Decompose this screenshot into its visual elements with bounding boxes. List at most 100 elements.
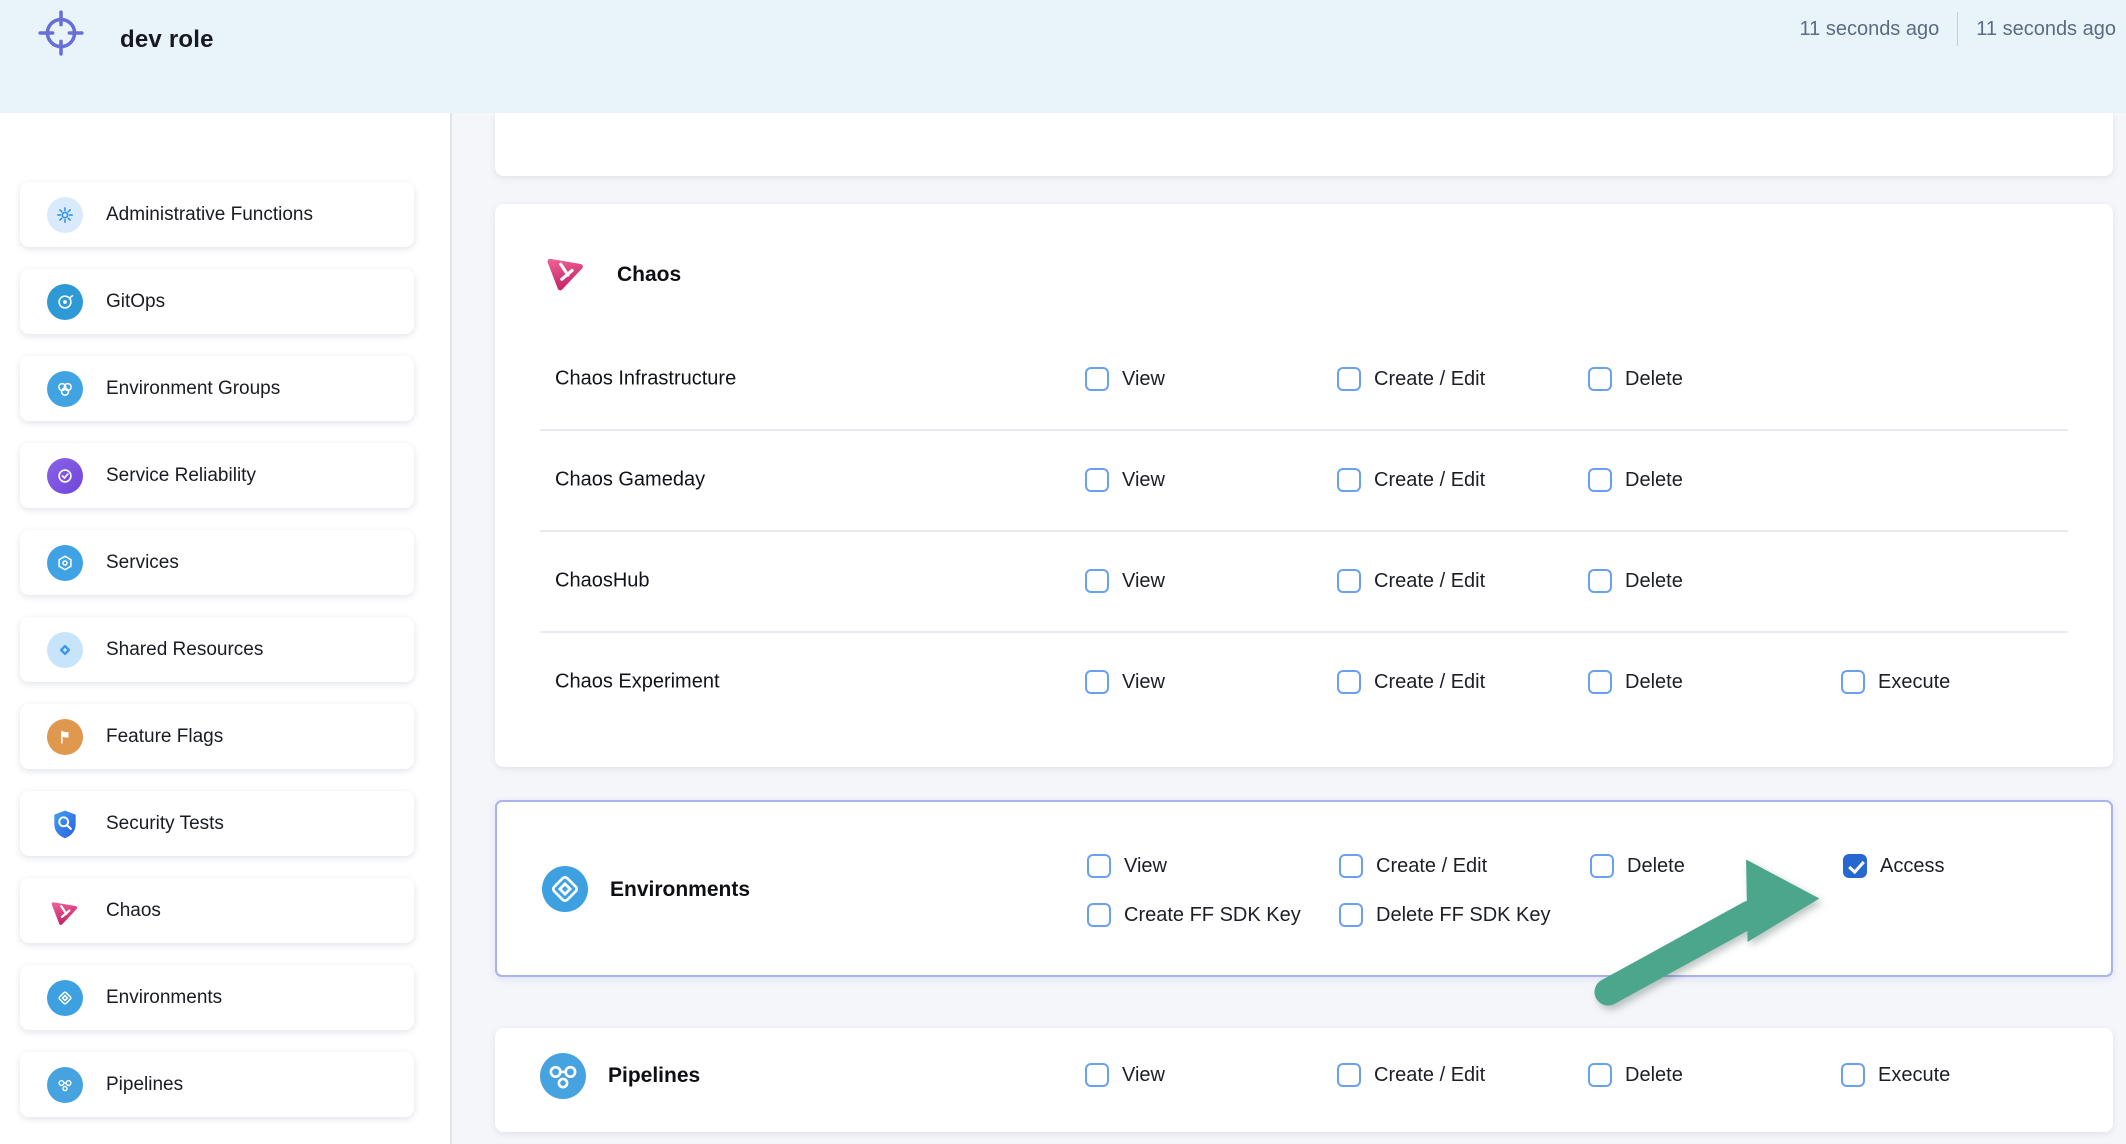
- timestamp-created: 11 seconds ago: [1976, 17, 2116, 40]
- pipelines-icon: [540, 1053, 586, 1099]
- sidebar-item-administrative-functions[interactable]: Administrative Functions: [20, 182, 414, 247]
- perm-create-edit[interactable]: Create / Edit: [1337, 1063, 1485, 1087]
- perm-delete[interactable]: Delete: [1588, 670, 1683, 694]
- sidebar-item-label: Administrative Functions: [106, 203, 313, 225]
- checkbox[interactable]: [1337, 367, 1361, 391]
- sidebar-item-feature-flags[interactable]: Feature Flags: [20, 704, 414, 769]
- sidebar-item-shared-resources[interactable]: Shared Resources: [20, 617, 414, 682]
- previous-section-card: [495, 113, 2113, 176]
- permissions-panel: Chaos Chaos Infrastructure View Create /…: [452, 113, 2126, 1144]
- row-divider: [540, 530, 2068, 532]
- perm-delete[interactable]: Delete: [1588, 367, 1683, 391]
- perm-create-edit[interactable]: Create / Edit: [1339, 854, 1487, 878]
- annotation-arrow: [1594, 859, 1820, 1006]
- checkbox[interactable]: [1841, 1063, 1865, 1087]
- checkbox[interactable]: [1085, 670, 1109, 694]
- checkbox-label: Execute: [1878, 1063, 1951, 1086]
- checkbox[interactable]: [1588, 569, 1612, 593]
- checkbox[interactable]: [1588, 367, 1612, 391]
- sidebar-item-label: Environment Groups: [106, 377, 281, 399]
- services-icon: [47, 544, 83, 581]
- perm-delete[interactable]: Delete: [1588, 1063, 1683, 1087]
- checkbox[interactable]: [1590, 854, 1614, 878]
- checkbox-label: Delete: [1625, 468, 1683, 491]
- sidebar-item-label: GitOps: [106, 290, 166, 312]
- perm-view[interactable]: View: [1085, 670, 1165, 694]
- checkbox[interactable]: [1085, 569, 1109, 593]
- permission-row-chaos-gameday: Chaos Gameday View Create / Edit Delete: [495, 430, 2113, 530]
- sidebar-item-gitops[interactable]: GitOps: [20, 269, 414, 334]
- sidebar-item-security-tests[interactable]: Security Tests: [20, 791, 414, 856]
- pipelines-icon: [47, 1066, 83, 1103]
- checkbox-label: Delete: [1627, 854, 1685, 877]
- perm-delete-ff-sdk-key[interactable]: Delete FF SDK Key: [1339, 903, 1551, 927]
- sidebar-item-label: Pipelines: [106, 1073, 184, 1095]
- checkbox-label: Create / Edit: [1374, 367, 1486, 390]
- checkbox[interactable]: [1087, 854, 1111, 878]
- feature-flags-icon: [47, 718, 83, 755]
- perm-access[interactable]: Access: [1843, 854, 1944, 878]
- checkbox[interactable]: [1085, 468, 1109, 492]
- checkbox[interactable]: [1085, 367, 1109, 391]
- checkbox[interactable]: [1337, 670, 1361, 694]
- checkbox-label: View: [1122, 367, 1165, 390]
- resource-label: ChaosHub: [555, 569, 650, 592]
- perm-view[interactable]: View: [1085, 1063, 1165, 1087]
- perm-view[interactable]: View: [1087, 854, 1167, 878]
- checkbox[interactable]: [1339, 854, 1363, 878]
- checkbox-label: Create / Edit: [1374, 569, 1486, 592]
- checkbox[interactable]: [1085, 1063, 1109, 1087]
- checkbox-label: Create / Edit: [1376, 854, 1488, 877]
- checkbox-label: Delete: [1625, 367, 1683, 390]
- permission-row-chaos-infrastructure: Chaos Infrastructure View Create / Edit …: [495, 329, 2113, 429]
- sidebar-item-label: Services: [106, 551, 179, 573]
- resource-sidebar: Administrative Functions GitOps Environm…: [0, 113, 452, 1144]
- checkbox[interactable]: [1339, 903, 1363, 927]
- resource-label: Chaos Experiment: [555, 670, 720, 693]
- sidebar-item-chaos[interactable]: Chaos: [20, 878, 414, 943]
- checkbox-label: Create / Edit: [1374, 468, 1486, 491]
- perm-view[interactable]: View: [1085, 569, 1165, 593]
- checkbox[interactable]: [1337, 1063, 1361, 1087]
- checkbox[interactable]: [1588, 670, 1612, 694]
- sidebar-item-environments[interactable]: Environments: [20, 965, 414, 1030]
- checkbox[interactable]: [1588, 468, 1612, 492]
- checkbox-label: View: [1122, 569, 1165, 592]
- perm-execute[interactable]: Execute: [1841, 1063, 1950, 1087]
- permission-row-chaoshub: ChaosHub View Create / Edit Delete: [495, 531, 2113, 631]
- perm-delete[interactable]: Delete: [1590, 854, 1685, 878]
- checkbox-checked[interactable]: [1843, 854, 1867, 878]
- checkbox-label: Access: [1880, 854, 1945, 877]
- checkbox[interactable]: [1337, 468, 1361, 492]
- section-title: Environments: [610, 878, 751, 901]
- service-reliability-icon: [47, 457, 83, 494]
- sidebar-item-environment-groups[interactable]: Environment Groups: [20, 356, 414, 421]
- perm-create-edit[interactable]: Create / Edit: [1337, 367, 1485, 391]
- sidebar-item-pipelines[interactable]: Pipelines: [20, 1052, 414, 1117]
- gitops-icon: [47, 283, 83, 320]
- perm-view[interactable]: View: [1085, 367, 1165, 391]
- checkbox[interactable]: [1841, 670, 1865, 694]
- checkbox-label: View: [1122, 670, 1165, 693]
- perm-create-ff-sdk-key[interactable]: Create FF SDK Key: [1087, 903, 1301, 927]
- sidebar-item-label: Chaos: [106, 899, 161, 921]
- perm-create-edit[interactable]: Create / Edit: [1337, 468, 1485, 492]
- checkbox[interactable]: [1588, 1063, 1612, 1087]
- perm-create-edit[interactable]: Create / Edit: [1337, 569, 1485, 593]
- perm-view[interactable]: View: [1085, 468, 1165, 492]
- sidebar-item-services[interactable]: Services: [20, 530, 414, 595]
- checkbox[interactable]: [1337, 569, 1361, 593]
- gear-icon: [47, 196, 83, 233]
- perm-delete[interactable]: Delete: [1588, 468, 1683, 492]
- sidebar-item-service-reliability[interactable]: Service Reliability: [20, 443, 414, 508]
- resource-label: Chaos Infrastructure: [555, 367, 737, 390]
- checkbox-label: View: [1122, 468, 1165, 491]
- checkbox-label: Create FF SDK Key: [1124, 903, 1301, 926]
- perm-execute[interactable]: Execute: [1841, 670, 1950, 694]
- perm-delete[interactable]: Delete: [1588, 569, 1683, 593]
- environment-groups-icon: [47, 370, 83, 407]
- perm-create-edit[interactable]: Create / Edit: [1337, 670, 1485, 694]
- page-title: dev role: [120, 26, 214, 53]
- checkbox-label: Create / Edit: [1374, 670, 1486, 693]
- checkbox[interactable]: [1087, 903, 1111, 927]
